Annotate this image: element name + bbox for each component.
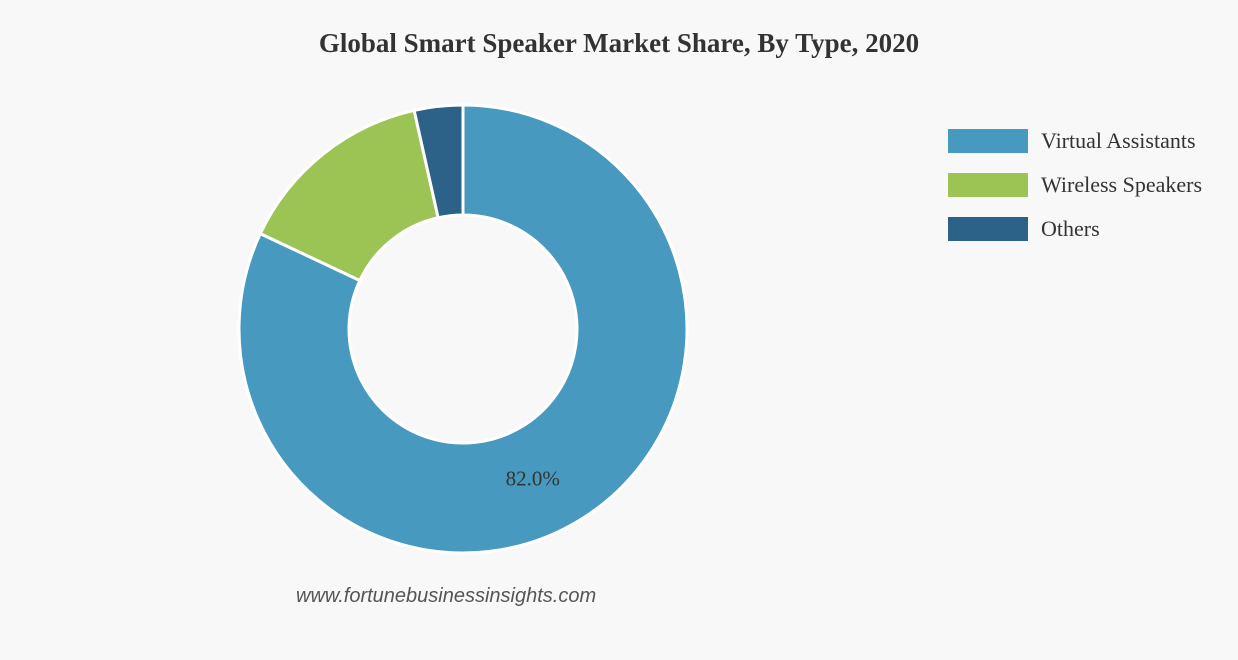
legend-swatch-virtual-assistants bbox=[948, 129, 1028, 153]
donut-slice-others[interactable] bbox=[412, 103, 465, 220]
legend-label-virtual-assistants: Virtual Assistants bbox=[1041, 128, 1196, 153]
chart-title: Global Smart Speaker Market Share, By Ty… bbox=[318, 28, 920, 58]
legend-item-virtual-assistants[interactable]: Virtual Assistants bbox=[948, 119, 1202, 163]
legend-item-others[interactable]: Others bbox=[948, 207, 1202, 251]
legend-item-wireless-speakers[interactable]: Wireless Speakers bbox=[948, 163, 1202, 207]
legend-label-others: Others bbox=[1041, 216, 1100, 241]
legend-label-wireless-speakers: Wireless Speakers bbox=[1041, 172, 1203, 197]
data-label-virtual-assistants: 82.0% bbox=[506, 467, 560, 491]
donut-slice-virtual-assistants[interactable] bbox=[237, 103, 689, 555]
donut-slice-wireless-speakers[interactable] bbox=[258, 108, 440, 283]
chart-legend: Virtual Assistants Wireless Speakers Oth… bbox=[948, 119, 1202, 251]
legend-swatch-wireless-speakers bbox=[948, 173, 1028, 197]
source-watermark: www.fortunebusinessinsights.com bbox=[296, 585, 597, 607]
legend-swatch-others bbox=[948, 217, 1028, 241]
